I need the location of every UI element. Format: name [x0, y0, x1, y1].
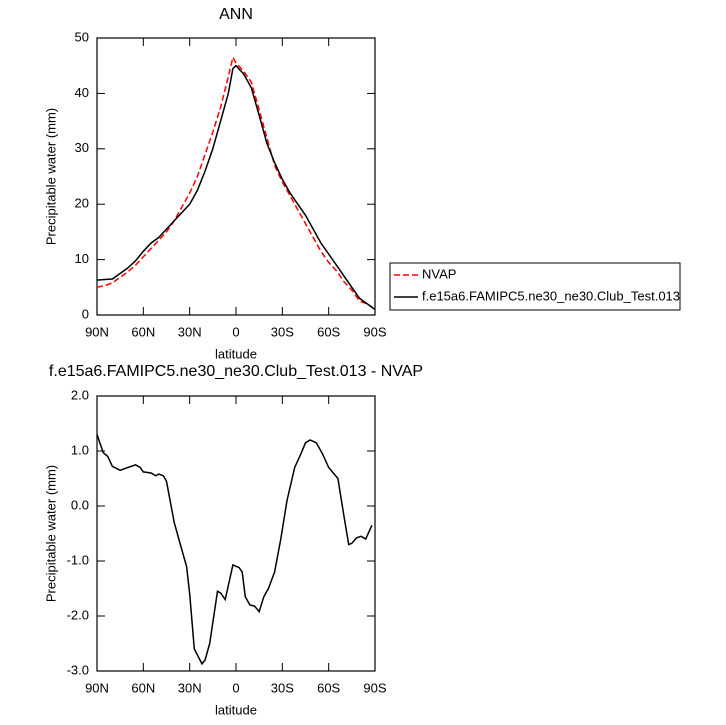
y-tick-label: 2.0: [71, 387, 89, 402]
y-tick-label: 10: [75, 251, 89, 266]
y-tick-label: 0.0: [71, 497, 89, 512]
x-tick-label: 60S: [317, 680, 340, 695]
x-tick-label: 90N: [85, 680, 109, 695]
x-tick-label: 30N: [178, 324, 202, 339]
x-tick-label: 60S: [317, 324, 340, 339]
legend-label: f.e15a6.FAMIPC5.ne30_ne30.Club_Test.013: [422, 288, 680, 303]
data-line: [96, 64, 376, 311]
x-tick-label: 0: [232, 324, 239, 339]
x-tick-label: 60N: [131, 680, 155, 695]
x-tick-label: 90N: [85, 324, 109, 339]
y-tick-label: 30: [75, 140, 89, 155]
y-tick-label: 50: [75, 29, 89, 44]
y-tick-label: -3.0: [67, 662, 89, 677]
plot-frame: [96, 395, 376, 672]
legend-label: NVAP: [422, 266, 456, 281]
chart-title: f.e15a6.FAMIPC5.ne30_ne30.Club_Test.013 …: [49, 363, 423, 380]
x-tick-label: 0: [232, 680, 239, 695]
y-tick-label: -2.0: [67, 607, 89, 622]
y-tick-label: 1.0: [71, 442, 89, 457]
data-line: [96, 55, 376, 311]
y-tick-label: -1.0: [67, 552, 89, 567]
x-tick-label: 30S: [271, 680, 294, 695]
y-axis-label: Precipitable water (mm): [43, 465, 58, 602]
x-axis-label: latitude: [215, 346, 257, 361]
x-tick-label: 60N: [131, 324, 155, 339]
x-axis-label: latitude: [215, 702, 257, 717]
x-tick-label: 30S: [271, 324, 294, 339]
y-tick-label: 20: [75, 196, 89, 211]
data-line: [96, 434, 373, 666]
x-tick-label: 90S: [363, 680, 386, 695]
legend-box: [389, 262, 681, 311]
y-axis-label: Precipitable water (mm): [43, 108, 58, 245]
x-tick-label: 90S: [363, 324, 386, 339]
plot-frame: [96, 37, 376, 316]
chart-title: ANN: [219, 6, 253, 23]
x-tick-label: 30N: [178, 680, 202, 695]
y-tick-label: 40: [75, 85, 89, 100]
y-tick-label: 0: [82, 306, 89, 321]
